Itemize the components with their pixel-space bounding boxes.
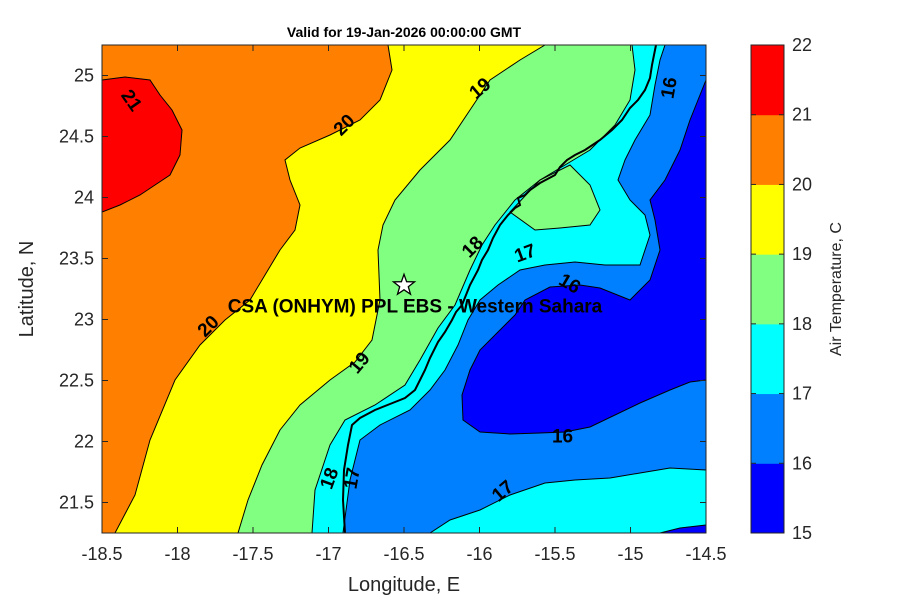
colorbar-segment — [751, 114, 784, 185]
colorbar-segment — [751, 393, 784, 464]
colorbar-tick-label: 18 — [792, 314, 812, 334]
colorbar-label: Air Temperature, C — [828, 222, 845, 356]
x-tick-label: -18 — [164, 544, 190, 564]
band-18-green-island — [510, 165, 600, 230]
colorbar-tick-label: 22 — [792, 35, 812, 55]
contour-line-17-lower — [429, 467, 706, 533]
x-tick-label: -16 — [466, 544, 492, 564]
colorbar: 15 16 17 18 19 20 21 22 — [750, 35, 812, 543]
colorbar-segment — [751, 184, 784, 255]
x-tick-label: -14.5 — [685, 544, 726, 564]
x-axis-label: Longitude, E — [348, 574, 460, 596]
contour-line-20 — [114, 45, 393, 533]
contour-line-16 — [461, 79, 706, 435]
x-tick-label: -15.5 — [534, 544, 575, 564]
colorbar-tick-label: 21 — [792, 105, 812, 125]
y-tick-label: 23 — [74, 310, 94, 330]
y-tick-label: 24 — [74, 188, 94, 208]
colorbar-segment — [751, 463, 784, 534]
contour-line-18 — [311, 45, 636, 533]
band-15-sliver — [660, 525, 706, 533]
x-tick-label: -15 — [617, 544, 643, 564]
y-tick-label: 23.5 — [59, 249, 94, 269]
x-tick-label: -18.5 — [81, 544, 122, 564]
y-axis-label: Latitude, N — [16, 241, 38, 338]
contour-label: 16 — [552, 426, 573, 447]
contour-label: 17 — [340, 466, 364, 490]
contour-line-19 — [237, 45, 546, 533]
colorbar-tick-label: 20 — [792, 174, 812, 194]
x-tick-label: -17 — [315, 544, 341, 564]
y-tick-label: 24.5 — [59, 127, 94, 147]
station-marker — [391, 272, 417, 296]
colorbar-tick-label: 19 — [792, 244, 812, 264]
station-label: CSA (ONHYM) PPL EBS - Western Sahara — [228, 296, 603, 317]
contour-lines — [102, 45, 706, 533]
contour-line-16-sliver — [659, 524, 706, 533]
contour-label: 16 — [658, 76, 682, 100]
coastline — [341, 45, 657, 533]
colorbar-segment — [751, 254, 784, 325]
contour-line-21 — [102, 76, 183, 213]
x-axis-ticks: -18.5 -18 -17.5 -17 -16.5 -16 -15.5 -15 -14.5 — [81, 45, 727, 564]
band-21-red — [102, 77, 182, 212]
colorbar-tick-label: 17 — [792, 384, 812, 404]
contour-line-17 — [342, 45, 666, 533]
y-tick-label: 22 — [74, 432, 94, 452]
band-15-deepblue — [462, 80, 706, 434]
colorbar-tick-label: 15 — [792, 523, 812, 543]
y-tick-label: 25 — [74, 66, 94, 86]
x-tick-label: -16.5 — [383, 544, 424, 564]
y-tick-label: 21.5 — [59, 493, 94, 513]
station-star-icon — [391, 272, 417, 296]
plot-area — [102, 45, 706, 533]
y-axis-ticks: 21.5 22 22.5 23 23.5 24 24.5 25 — [59, 66, 706, 513]
band-17-cyan-lower — [430, 468, 706, 533]
colorbar-segment — [751, 323, 784, 395]
contour-line-18-island — [509, 164, 601, 231]
colorbar-segment — [751, 45, 784, 116]
chart-title: Valid for 19-Jan-2026 00:00:00 GMT — [287, 24, 522, 40]
colorbar-tick-label: 16 — [792, 453, 812, 473]
colorbar-frame — [750, 44, 785, 534]
y-tick-label: 22.5 — [59, 371, 94, 391]
x-tick-label: -17.5 — [232, 544, 273, 564]
